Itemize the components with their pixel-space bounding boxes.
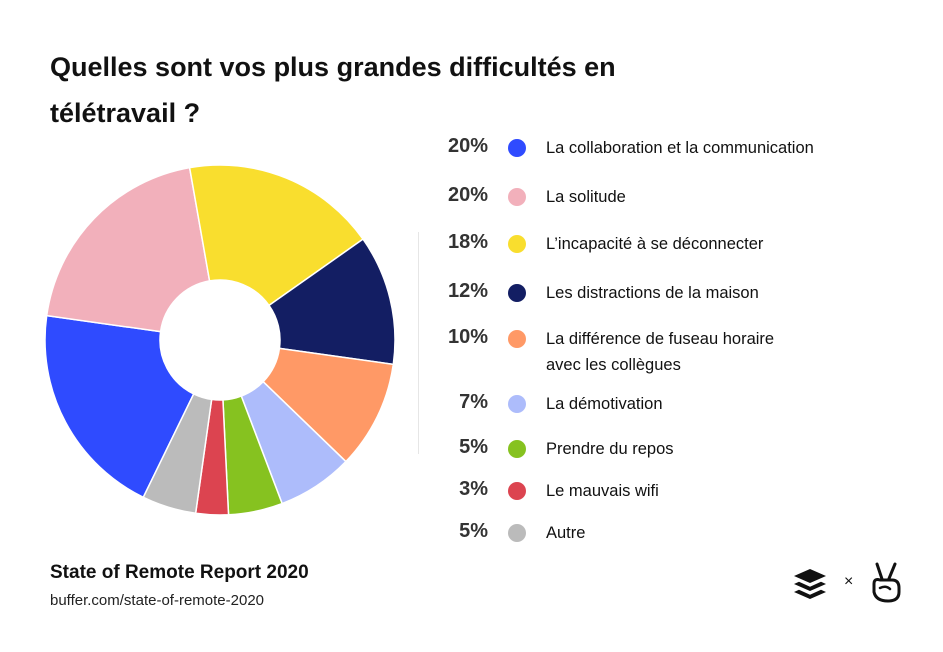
legend-label: Autre (546, 524, 586, 542)
legend-percentage: 3% (459, 478, 488, 500)
legend-color-dot (508, 139, 526, 157)
legend-color-dot (508, 235, 526, 253)
pie-slice-9 (142, 392, 213, 515)
legend-percentage: 20% (447, 184, 488, 206)
legend-label: La différence de fuseau horaire avec les … (546, 330, 775, 374)
legend-percentage: 5% (459, 436, 488, 458)
legend-percentage: 10% (447, 326, 488, 348)
legend-percentage: 20% (447, 135, 488, 157)
legend-color-dot (508, 440, 526, 458)
source-title: State of Remote Report 2020 (50, 562, 309, 583)
donut-chart (44, 164, 396, 516)
legend-percentage: 7% (459, 391, 488, 413)
source-url: buffer.com/state-of-remote-2020 (50, 592, 264, 609)
legend-percentage: 5% (459, 520, 488, 542)
legend-percentage: 12% (447, 280, 488, 302)
legend-color-dot (508, 330, 526, 348)
legend-label: Prendre du repos (546, 440, 674, 458)
legend-percentage: 18% (447, 231, 488, 253)
legend-color-dot (508, 395, 526, 413)
chart-legend: 20% La collaboration et la communication 2… (430, 0, 930, 600)
footer-logos: × (790, 562, 910, 605)
legend-label: La collaboration et la communication (546, 139, 814, 157)
legend-label: Le mauvais wifi (546, 482, 659, 500)
legend-label: Les distractions de la maison (546, 284, 759, 302)
legend-color-dot (508, 524, 526, 542)
pie-slice-2 (45, 166, 211, 333)
legend-divider (418, 232, 419, 454)
peace-hand-icon (872, 562, 901, 603)
legend-color-dot (508, 188, 526, 206)
legend-color-dot (508, 284, 526, 302)
buffer-layers-icon (794, 569, 826, 599)
legend-color-dot (508, 482, 526, 500)
pie-slice-1 (44, 314, 195, 499)
pie-slice-3 (188, 164, 365, 307)
logo-separator: × (844, 573, 854, 590)
legend-label: La solitude (546, 188, 626, 206)
chart-title: Quelles sont vos plus grandes difficulté… (50, 52, 616, 128)
legend-label: La démotivation (546, 395, 663, 413)
legend-label: L’incapacité à se déconnecter (546, 235, 764, 253)
